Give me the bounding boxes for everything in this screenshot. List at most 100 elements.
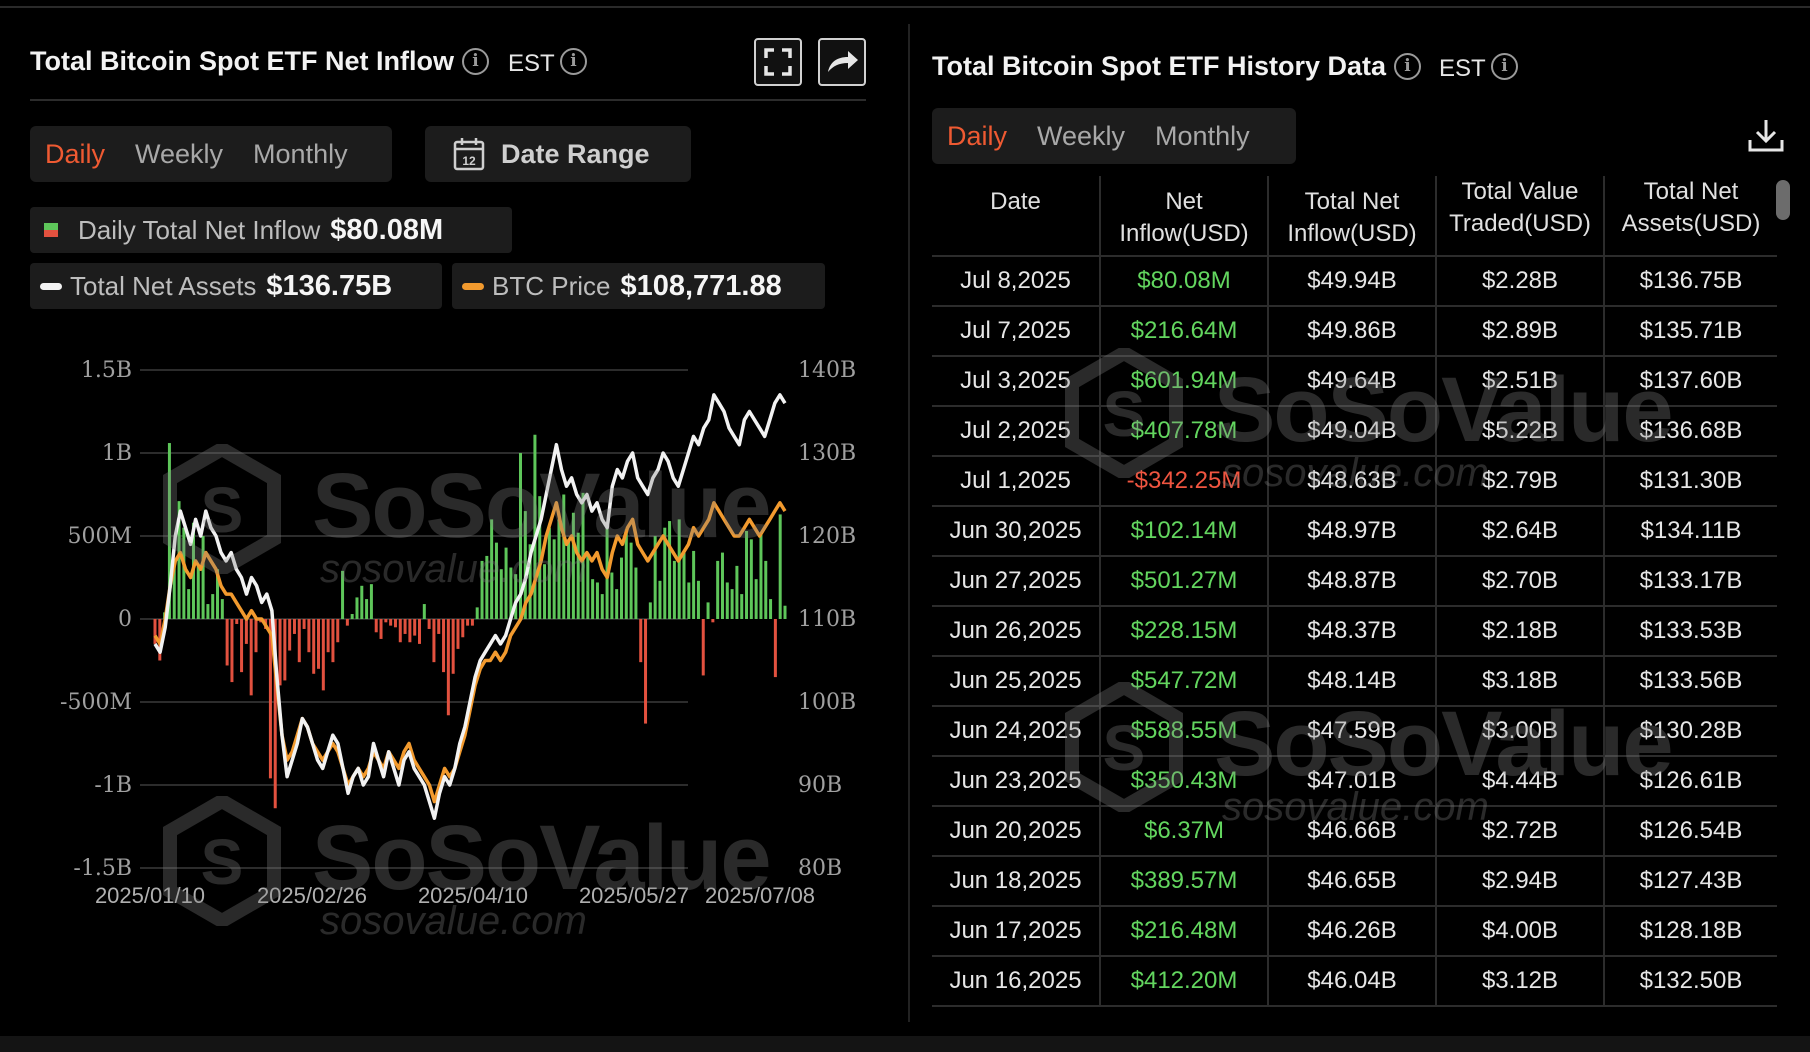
inflow-bar[interactable] [624, 529, 628, 619]
legend-net-assets[interactable]: Total Net Assets $136.75B [30, 263, 442, 309]
table-row[interactable]: Jun 16,2025 $412.20M $46.04B $3.12B $132.50B [932, 956, 1777, 1007]
col-header-total-net-inflow[interactable]: Total Net Inflow(USD) [1268, 176, 1437, 257]
inflow-bar[interactable] [615, 589, 619, 619]
table-row[interactable]: Jun 24,2025 $588.55M $47.59B $3.00B $130.28B [932, 706, 1777, 757]
inflow-bar[interactable] [379, 619, 383, 639]
inflow-bar[interactable] [182, 527, 186, 619]
download-icon[interactable] [1746, 116, 1786, 156]
inflow-bar[interactable] [562, 494, 566, 620]
inflow-bar[interactable] [317, 619, 321, 669]
inflow-bar[interactable] [725, 582, 729, 619]
table-row[interactable]: Jul 1,2025 -$342.25M $48.63B $2.79B $131.30B [932, 456, 1777, 507]
inflow-bar[interactable] [682, 552, 686, 619]
inflow-bar[interactable] [369, 584, 373, 619]
inflow-bar[interactable] [418, 619, 422, 644]
inflow-bar[interactable] [639, 619, 643, 663]
table-row[interactable]: Jun 26,2025 $228.15M $48.37B $2.18B $133.53B [932, 606, 1777, 657]
inflow-bar[interactable] [427, 619, 431, 629]
inflow-bar[interactable] [365, 599, 369, 619]
inflow-bar[interactable] [201, 536, 205, 619]
inflow-bar[interactable] [720, 552, 724, 619]
inflow-bar[interactable] [442, 619, 446, 673]
history-table-container[interactable]: Date Net Inflow(USD) Total Net Inflow(USD)… [932, 176, 1777, 1022]
inflow-bar[interactable] [769, 599, 773, 619]
inflow-bar[interactable] [533, 434, 537, 619]
tab-daily[interactable]: Daily [45, 138, 106, 169]
inflow-bar[interactable] [716, 560, 720, 619]
inflow-bar[interactable] [307, 619, 311, 653]
inflow-bar[interactable] [499, 569, 503, 619]
inflow-bar[interactable] [543, 564, 547, 619]
inflow-bar[interactable] [586, 555, 590, 619]
inflow-bar[interactable] [740, 594, 744, 619]
col-header-net-inflow[interactable]: Net Inflow(USD) [1100, 176, 1269, 257]
inflow-bar[interactable] [432, 619, 436, 663]
inflow-bar[interactable] [167, 443, 171, 619]
table-row[interactable]: Jul 8,2025 $80.08M $49.94B $2.28B $136.75B [932, 256, 1777, 307]
timezone-info-icon[interactable]: i [560, 48, 587, 75]
inflow-bar[interactable] [706, 602, 710, 619]
fullscreen-button[interactable] [754, 38, 802, 86]
inflow-bar[interactable] [475, 607, 479, 619]
inflow-bar[interactable] [240, 619, 244, 673]
inflow-bar[interactable] [648, 602, 652, 619]
inflow-bar[interactable] [461, 619, 465, 638]
inflow-bar[interactable] [658, 580, 662, 619]
inflow-bar[interactable] [509, 567, 513, 619]
inflow-bar[interactable] [518, 453, 522, 619]
inflow-bar[interactable] [567, 539, 571, 619]
inflow-bar[interactable] [759, 534, 763, 619]
inflow-bar[interactable] [244, 619, 248, 644]
inflow-bar[interactable] [571, 512, 575, 619]
inflow-bar[interactable] [490, 519, 494, 619]
table-row[interactable]: Jul 2,2025 $407.78M $49.04B $5.22B $136.68B [932, 406, 1777, 457]
history-info-icon[interactable]: i [1394, 53, 1421, 80]
inflow-bar[interactable] [249, 619, 253, 696]
inflow-bar[interactable] [360, 585, 364, 619]
inflow-bar[interactable] [220, 599, 224, 619]
inflow-bar[interactable] [668, 521, 672, 619]
inflow-bar[interactable] [735, 565, 739, 619]
inflow-bar[interactable] [331, 619, 335, 663]
inflow-bar[interactable] [336, 619, 340, 643]
inflow-bar[interactable] [778, 514, 782, 619]
inflow-bar[interactable] [591, 579, 595, 619]
table-row[interactable]: Jun 25,2025 $547.72M $48.14B $3.18B $133.56B [932, 656, 1777, 707]
table-row[interactable]: Jun 20,2025 $6.37M $46.66B $2.72B $126.54B [932, 806, 1777, 857]
inflow-bar[interactable] [494, 542, 498, 619]
inflow-bar[interactable] [211, 594, 215, 619]
inflow-bar[interactable] [687, 582, 691, 619]
inflow-bar[interactable] [595, 582, 599, 619]
inflow-bar[interactable] [610, 572, 614, 619]
inflow-bar[interactable] [350, 614, 354, 619]
inflow-bar[interactable] [413, 619, 417, 636]
inflow-bar[interactable] [764, 560, 768, 619]
history-tab-weekly[interactable]: Weekly [1037, 120, 1126, 151]
inflow-bar[interactable] [653, 536, 657, 619]
inflow-bar[interactable] [341, 570, 345, 619]
inflow-bar[interactable] [437, 619, 441, 634]
inflow-bar[interactable] [485, 555, 489, 619]
inflow-bar[interactable] [480, 560, 484, 619]
tab-weekly[interactable]: Weekly [135, 138, 224, 169]
inflow-bar[interactable] [408, 619, 412, 643]
tab-monthly[interactable]: Monthly [253, 138, 348, 169]
inflow-bar[interactable] [745, 531, 749, 619]
share-button[interactable] [818, 38, 866, 86]
history-timezone-info-icon[interactable]: i [1491, 53, 1518, 80]
table-row[interactable]: Jun 30,2025 $102.14M $48.97B $2.64B $134.11B [932, 506, 1777, 557]
inflow-bar[interactable] [297, 619, 301, 663]
legend-net-inflow[interactable]: Daily Total Net Inflow $80.08M [30, 207, 512, 253]
inflow-bar[interactable] [576, 532, 580, 619]
inflow-bar[interactable] [600, 594, 604, 619]
inflow-bar[interactable] [528, 544, 532, 619]
inflow-bar[interactable] [711, 619, 715, 623]
inflow-bar[interactable] [629, 542, 633, 619]
inflow-bar[interactable] [696, 580, 700, 619]
table-row[interactable]: Jun 27,2025 $501.27M $48.87B $2.70B $133.17B [932, 556, 1777, 607]
inflow-bar[interactable] [446, 619, 450, 716]
inflow-bar[interactable] [466, 619, 470, 626]
inflow-bar[interactable] [326, 619, 330, 653]
inflow-bar[interactable] [302, 619, 306, 629]
inflow-bar[interactable] [196, 565, 200, 619]
